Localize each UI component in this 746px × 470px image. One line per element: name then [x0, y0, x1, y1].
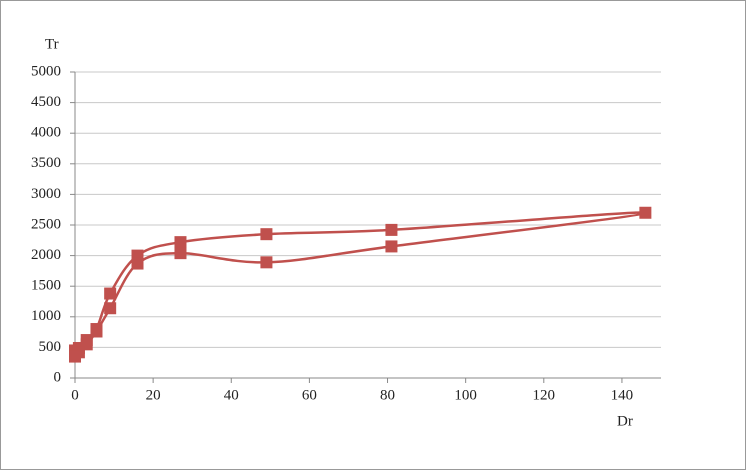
data-marker: [104, 302, 117, 315]
x-tick-label: 140: [611, 387, 634, 403]
data-marker: [385, 223, 398, 236]
data-marker: [174, 236, 187, 249]
data-marker: [90, 325, 103, 338]
y-axis-label: Tr: [45, 36, 59, 52]
x-axis-label: Dr: [617, 413, 633, 429]
y-tick-label: 3500: [31, 155, 61, 171]
data-marker: [385, 240, 398, 253]
data-marker: [260, 228, 273, 241]
y-tick-label: 3000: [31, 186, 61, 202]
x-tick-label: 20: [146, 387, 161, 403]
y-tick-label: 0: [54, 369, 62, 385]
y-tick-label: 2500: [31, 216, 61, 232]
y-tick-label: 5000: [31, 63, 61, 79]
data-marker: [131, 257, 144, 270]
data-marker: [104, 287, 117, 300]
x-tick-label: 0: [71, 387, 79, 403]
data-marker: [174, 247, 187, 260]
x-tick-label: 80: [380, 387, 395, 403]
y-tick-label: 4500: [31, 94, 61, 110]
x-tick-label: 120: [533, 387, 556, 403]
data-marker: [639, 206, 652, 219]
y-tick-label: 1500: [31, 278, 61, 294]
x-tick-label: 100: [454, 387, 477, 403]
x-tick-label: 60: [302, 387, 317, 403]
data-marker: [69, 350, 81, 363]
y-tick-label: 1000: [31, 308, 61, 324]
y-tick-label: 500: [39, 339, 62, 355]
x-tick-label: 40: [224, 387, 239, 403]
y-tick-label: 2000: [31, 247, 61, 263]
y-tick-label: 4000: [31, 125, 61, 141]
data-marker: [260, 256, 273, 269]
